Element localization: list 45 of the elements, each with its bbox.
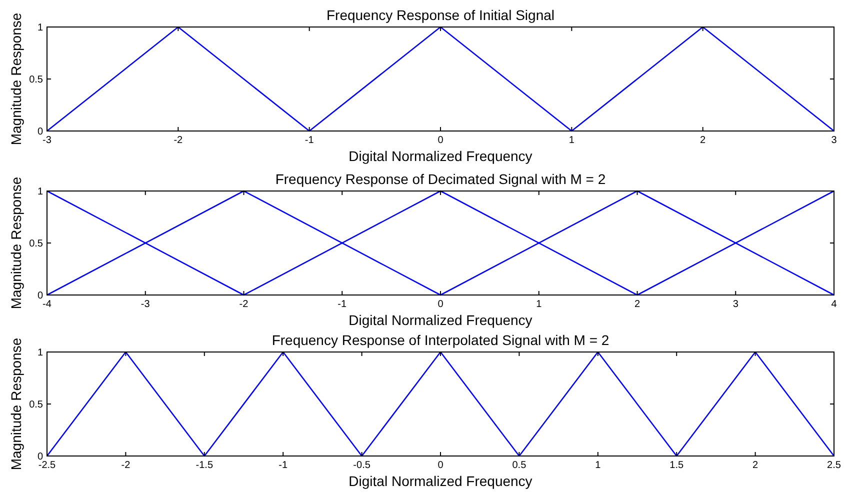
x-tick-label: 2.5 — [827, 460, 842, 471]
x-tick-label: -2 — [121, 460, 131, 471]
x-tick-label: 4 — [831, 299, 838, 310]
y-axis-title: Magnitude Response — [8, 338, 24, 470]
x-tick-label: -2 — [174, 135, 184, 146]
x-tick-label: 0 — [438, 299, 444, 310]
x-tick-label: 0.5 — [512, 460, 527, 471]
y-tick-label: 0 — [37, 290, 44, 302]
x-axis-title: Digital Normalized Frequency — [348, 473, 532, 489]
y-tick-label: 0.5 — [29, 238, 44, 250]
x-tick-label: 1 — [536, 299, 542, 310]
chart-title: Frequency Response of Decimated Signal with M = 2 — [275, 171, 606, 187]
x-tick-label: 1 — [568, 135, 575, 146]
chart-title: Frequency Response of Interpolated Signal with M = 2 — [272, 332, 610, 348]
y-tick-label: 0.5 — [29, 74, 44, 86]
y-tick-label: 1 — [37, 348, 44, 358]
y-axis-title: Magnitude Response — [8, 176, 24, 310]
x-tick-label: -1 — [304, 135, 314, 146]
x-tick-label: -0.5 — [353, 460, 371, 471]
y-tick-label: 0 — [37, 126, 44, 138]
y-tick-label: 1 — [37, 22, 44, 34]
x-tick-label: -1 — [338, 299, 347, 310]
y-tick-label: 0.5 — [29, 400, 44, 410]
x-tick-label: 3 — [831, 135, 838, 146]
x-tick-label: -4 — [42, 299, 52, 310]
x-tick-label: 2 — [634, 299, 640, 310]
y-tick-label: 0 — [37, 452, 44, 462]
x-tick-label: 2 — [700, 135, 706, 146]
x-tick-label: 0 — [438, 460, 444, 471]
x-tick-label: -3 — [140, 299, 150, 310]
x-tick-label: -2.5 — [38, 460, 56, 471]
x-tick-label: -1 — [278, 460, 288, 471]
x-tick-label: -3 — [42, 135, 52, 146]
y-axis-title: Magnitude Response — [8, 12, 24, 146]
x-tick-label: 1 — [595, 460, 602, 471]
chart-title: Frequency Response of Initial Signal — [326, 7, 555, 23]
x-axis-title: Digital Normalized Frequency — [348, 148, 532, 164]
x-tick-label: 3 — [732, 299, 739, 310]
x-tick-label: -1.5 — [196, 460, 214, 471]
x-tick-label: 1.5 — [670, 460, 684, 471]
x-tick-label: 2 — [752, 460, 759, 471]
y-tick-label: 1 — [37, 186, 44, 198]
x-tick-label: -2 — [239, 299, 249, 310]
x-axis-title: Digital Normalized Frequency — [348, 312, 532, 328]
x-tick-label: 0 — [438, 135, 444, 146]
